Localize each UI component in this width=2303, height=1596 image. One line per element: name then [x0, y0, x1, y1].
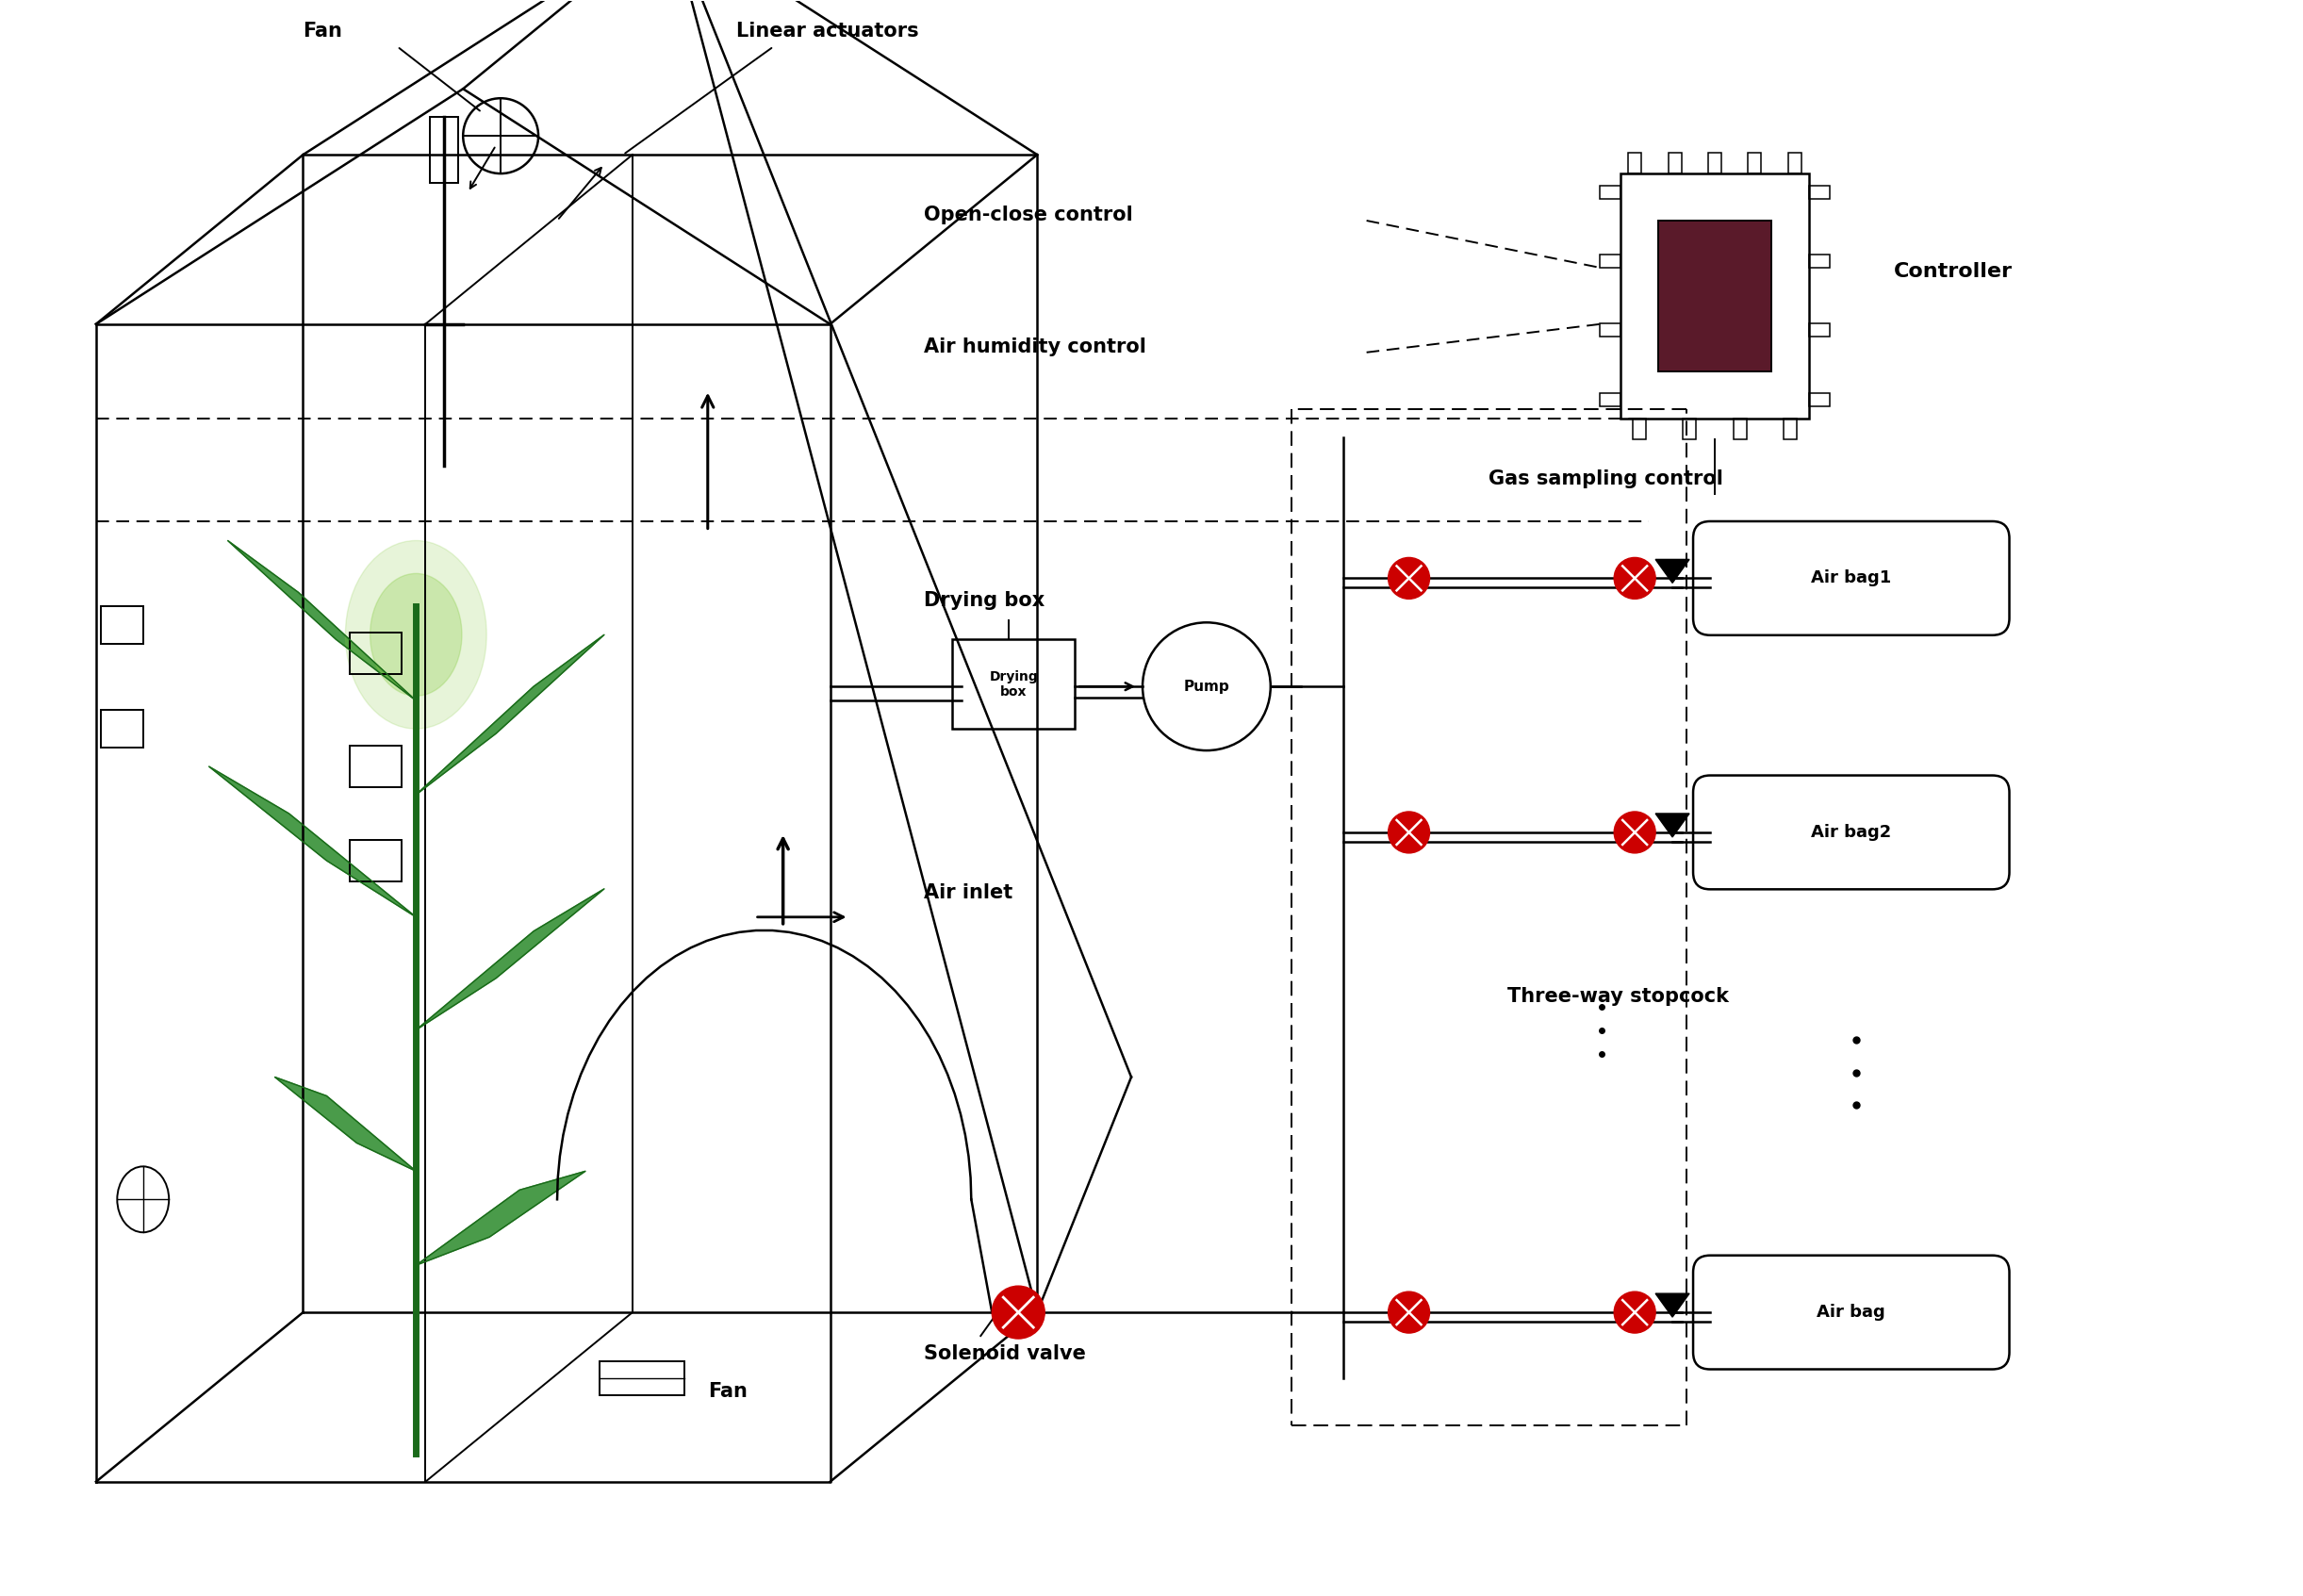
Text: Drying
box: Drying box [990, 670, 1039, 699]
Bar [431, 117, 458, 184]
Polygon shape [417, 889, 603, 1029]
Circle shape [1614, 1291, 1656, 1333]
Bar [1787, 153, 1801, 174]
Circle shape [1389, 557, 1430, 598]
Bar [1628, 153, 1642, 174]
Text: Drying box: Drying box [924, 592, 1046, 610]
Bar [599, 1361, 684, 1395]
Text: Air bag2: Air bag2 [1810, 824, 1891, 841]
Text: Fan: Fan [707, 1382, 746, 1401]
Bar [1734, 418, 1746, 439]
Text: Air inlet: Air inlet [924, 883, 1013, 902]
Text: Linear actuators: Linear actuators [737, 22, 919, 41]
Polygon shape [210, 766, 417, 918]
Circle shape [1614, 812, 1656, 852]
Text: Controller: Controller [1893, 262, 2013, 281]
Bar [1601, 185, 1621, 200]
Text: Gas sampling control: Gas sampling control [1490, 469, 1723, 488]
Bar [1808, 255, 1829, 268]
Bar [101, 710, 143, 747]
Bar [350, 839, 403, 881]
Bar [350, 634, 403, 674]
Polygon shape [1656, 1293, 1690, 1317]
Text: Three-way stopcock: Three-way stopcock [1508, 986, 1730, 1005]
Bar [1601, 393, 1621, 405]
Bar [1783, 418, 1796, 439]
Circle shape [993, 1286, 1046, 1339]
Circle shape [1389, 1291, 1430, 1333]
Bar [1667, 153, 1681, 174]
Bar [1808, 185, 1829, 200]
Ellipse shape [345, 541, 486, 729]
Bar [1748, 153, 1762, 174]
Bar [1621, 174, 1808, 418]
Bar [350, 745, 403, 787]
Ellipse shape [371, 573, 463, 696]
Bar [1601, 324, 1621, 337]
Bar [1709, 153, 1720, 174]
Bar [953, 640, 1076, 729]
Text: Air bag1: Air bag1 [1810, 570, 1891, 587]
Text: Air bag: Air bag [1817, 1304, 1886, 1321]
Polygon shape [1656, 814, 1690, 836]
Bar [1808, 393, 1829, 405]
Polygon shape [1656, 560, 1690, 583]
Bar [1633, 418, 1647, 439]
Text: Solenoid valve: Solenoid valve [924, 1344, 1087, 1363]
Circle shape [1389, 812, 1430, 852]
Circle shape [1614, 557, 1656, 598]
Text: Pump: Pump [1184, 680, 1230, 694]
Bar [1601, 255, 1621, 268]
Bar [1808, 324, 1829, 337]
Polygon shape [417, 635, 603, 795]
Bar [101, 606, 143, 645]
Polygon shape [274, 1077, 417, 1171]
Text: Air humidity control: Air humidity control [924, 337, 1147, 356]
Polygon shape [228, 541, 417, 701]
Text: Open-close control: Open-close control [924, 206, 1133, 225]
Bar [1683, 418, 1697, 439]
Polygon shape [417, 1171, 585, 1266]
Text: Fan: Fan [304, 22, 343, 41]
Bar [1658, 220, 1771, 372]
